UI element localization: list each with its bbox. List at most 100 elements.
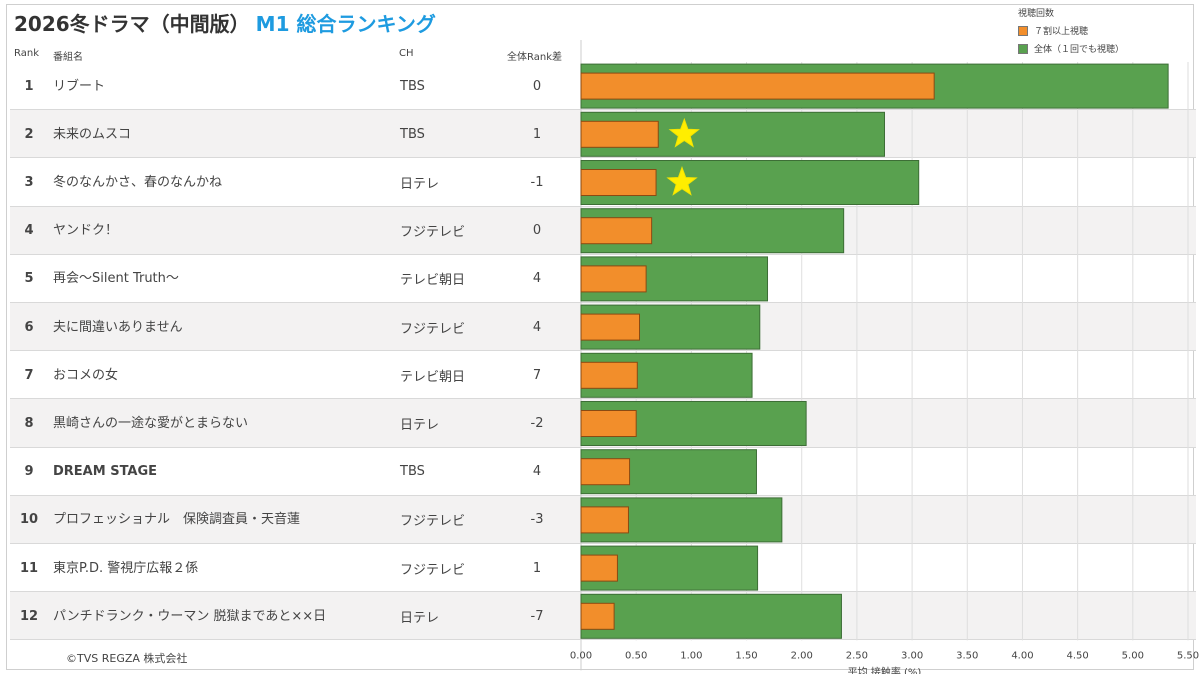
star-icon <box>668 117 700 148</box>
star-icon <box>666 166 698 196</box>
row-channel: 日テレ <box>400 417 440 433</box>
bar-over70 <box>580 120 659 148</box>
legend-swatch-green <box>1018 43 1028 54</box>
row-title: おコメの女 <box>53 367 119 383</box>
bar-over70 <box>580 361 638 389</box>
x-tick-label: 4.50 <box>1067 650 1089 661</box>
legend: 視聴回数 ７割以上視聴 全体（１回でも視聴） <box>1018 6 1124 60</box>
row-rank-change: -1 <box>530 174 544 190</box>
legend-item-total[interactable]: 全体（１回でも視聴） <box>1018 42 1124 55</box>
row-rank-change: -7 <box>530 608 544 624</box>
row-rank-change: 0 <box>532 78 542 94</box>
legend-item-over70[interactable]: ７割以上視聴 <box>1018 24 1124 37</box>
row-channel: TBS <box>400 126 425 142</box>
row-channel: 日テレ <box>400 610 440 626</box>
bar-total <box>580 593 842 639</box>
header-change: 全体Rank差 <box>507 52 562 63</box>
chart-title: 2026冬ドラマ（中間版） M1 総合ランキング <box>14 8 436 37</box>
x-tick-label: 1.00 <box>680 650 702 661</box>
bar-over70 <box>580 602 615 630</box>
row-channel: フジテレビ <box>400 225 466 241</box>
row-rank: 10 <box>19 512 39 528</box>
title-main: 2026冬ドラマ（中間版） <box>14 12 250 36</box>
row-channel: TBS <box>400 464 425 480</box>
row-title: ヤンドク！ <box>53 223 119 239</box>
row-channel: テレビ朝日 <box>400 273 466 289</box>
table-row[interactable] <box>10 158 1196 207</box>
row-title: パンチドランク・ウーマン 脱獄まであと××日 <box>53 608 327 624</box>
row-rank: 8 <box>24 415 34 431</box>
table-row[interactable] <box>10 544 1196 593</box>
x-tick-label: 5.00 <box>1122 650 1144 661</box>
row-rank: 12 <box>19 608 39 624</box>
row-channel: TBS <box>400 78 425 94</box>
row-rank-change: 4 <box>532 464 542 480</box>
row-rank: 4 <box>24 223 34 239</box>
row-title: 再会～Silent Truth～ <box>53 271 179 287</box>
x-tick-label: 3.50 <box>956 650 978 661</box>
copyright: ©TVS REGZA 株式会社 <box>66 652 188 665</box>
table-row[interactable] <box>10 351 1196 400</box>
row-channel: フジテレビ <box>400 514 466 530</box>
row-rank-change: 1 <box>532 560 542 576</box>
x-tick-label: 0.50 <box>625 650 647 661</box>
legend-title: 視聴回数 <box>1018 9 1055 19</box>
table-row[interactable] <box>10 62 1196 111</box>
bar-over70 <box>580 72 935 100</box>
x-tick-label: 0.00 <box>570 650 592 661</box>
row-channel: フジテレビ <box>400 321 466 337</box>
header-name: 番組名 <box>53 52 83 63</box>
x-tick-label: 2.00 <box>791 650 813 661</box>
bar-over70 <box>580 265 647 293</box>
row-title: 未来のムスコ <box>53 126 132 142</box>
row-rank-change: -3 <box>530 512 544 528</box>
row-rank-change: -2 <box>530 415 544 431</box>
header-rank: Rank <box>14 48 39 59</box>
bar-over70 <box>580 217 653 245</box>
row-rank: 5 <box>24 271 34 287</box>
row-title: プロフェッショナル 保険調査員・天音蓮 <box>53 512 301 528</box>
x-tick-label: 5.50 <box>1177 650 1199 661</box>
header-ch: CH <box>399 48 414 59</box>
row-title: 東京P.D. 警視庁広報２係 <box>53 560 199 576</box>
row-title: DREAM STAGE <box>53 464 158 480</box>
x-tick-label: 4.00 <box>1011 650 1033 661</box>
row-rank: 3 <box>24 174 34 190</box>
legend-label-total: 全体（１回でも視聴） <box>1034 45 1125 55</box>
row-channel: 日テレ <box>400 176 440 192</box>
row-channel: フジテレビ <box>400 562 466 578</box>
bar-over70 <box>580 313 640 341</box>
x-tick-label: 2.50 <box>846 650 868 661</box>
row-title: 冬のなんかさ、春のなんかね <box>53 174 223 190</box>
row-channel: テレビ朝日 <box>400 369 466 385</box>
row-rank-change: 0 <box>532 223 542 239</box>
row-rank: 9 <box>24 464 34 480</box>
row-rank-change: 1 <box>532 126 542 142</box>
bar-over70 <box>580 410 637 437</box>
legend-label-over70: ７割以上視聴 <box>1034 27 1089 37</box>
table-row[interactable] <box>10 448 1196 496</box>
row-title: リブート <box>53 78 106 94</box>
bar-over70 <box>580 169 657 196</box>
title-highlight: M1 総合ランキング <box>255 12 436 36</box>
x-tick-label: 1.50 <box>735 650 757 661</box>
bar-over70 <box>580 554 618 582</box>
row-rank: 2 <box>24 126 34 142</box>
row-rank-change: 7 <box>532 367 542 383</box>
row-rank: 6 <box>24 319 34 335</box>
bar-over70 <box>580 506 629 534</box>
x-axis-title: 平均 接触率 (%) <box>848 665 922 674</box>
row-title: 夫に間違いありません <box>53 319 183 335</box>
row-rank: 11 <box>19 560 39 576</box>
row-rank: 1 <box>24 78 34 94</box>
bar-total <box>580 401 807 446</box>
row-rank-change: 4 <box>532 319 542 335</box>
row-title: 黒崎さんの一途な愛がとまらない <box>53 415 249 431</box>
legend-swatch-orange <box>1018 25 1028 36</box>
row-rank-change: 4 <box>532 271 542 287</box>
row-rank: 7 <box>24 367 34 383</box>
table-row[interactable] <box>10 255 1196 303</box>
x-tick-label: 3.00 <box>901 650 923 661</box>
bar-over70 <box>580 458 631 486</box>
